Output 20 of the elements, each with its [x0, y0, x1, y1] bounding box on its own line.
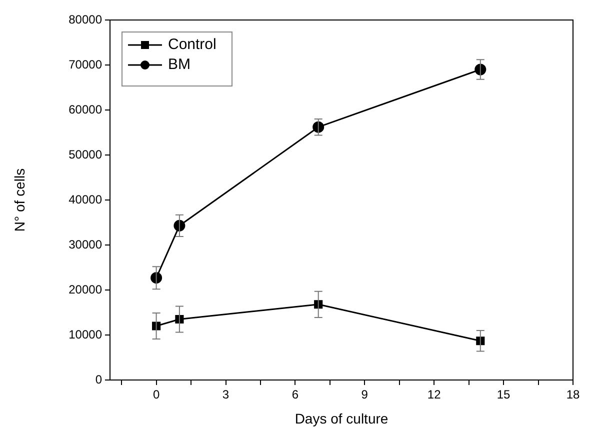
y-tick-label: 60000 — [68, 102, 102, 116]
y-tick-label: 50000 — [68, 147, 102, 162]
y-tick-label: 80000 — [68, 12, 102, 26]
x-tick-label: 12 — [427, 388, 442, 402]
y-tick-label: 10000 — [68, 327, 102, 342]
x-tick-label: 0 — [152, 388, 160, 402]
x-tick-label: 18 — [566, 388, 580, 402]
x-tick-label: 3 — [222, 388, 230, 402]
y-tick-label: 20000 — [68, 282, 102, 296]
y-tick-label: 0 — [95, 372, 102, 386]
y-tick-label: 30000 — [68, 237, 102, 252]
legend-label: Control — [168, 36, 216, 54]
legend-label: BM — [168, 56, 190, 74]
x-tick-label: 15 — [496, 388, 511, 402]
y-axis-title: N° of cells — [11, 168, 28, 232]
x-axis-title: Days of culture — [294, 410, 388, 426]
y-tick-label: 40000 — [68, 192, 102, 206]
x-tick-label: 9 — [361, 388, 368, 402]
x-tick-label: 6 — [292, 388, 299, 402]
y-tick-label: 70000 — [68, 57, 102, 72]
